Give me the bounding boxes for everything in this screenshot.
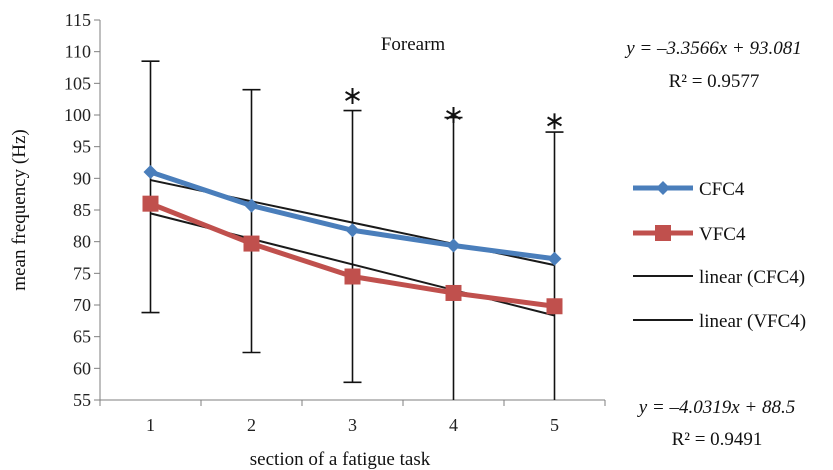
legend-marker-cfc4 — [656, 181, 670, 195]
vfc-r2-text: R² = 0.9491 — [672, 429, 763, 450]
x-tick-label: 3 — [348, 415, 357, 435]
legend-label-linear-cfc4: linear (CFC4) — [699, 267, 805, 288]
legend-item-vfc4: VFC4 — [633, 224, 746, 245]
y-tick-label: 80 — [73, 232, 91, 252]
x-axis: 1 2 3 4 5 — [99, 399, 606, 435]
data-point-cfc4 — [547, 251, 562, 266]
y-tick-label: 75 — [73, 263, 91, 283]
y-tick-label: 110 — [65, 42, 91, 62]
data-point-vfc4 — [344, 268, 361, 285]
cfc-equation-text: y = –3.3566x + 93.081 — [624, 38, 802, 59]
cfc-equation: y = –3.3566x + 93.081 R² = 0.9577 — [624, 38, 802, 92]
y-tick-label: 60 — [73, 358, 91, 378]
significance-asterisk — [345, 88, 360, 104]
y-tick-label: 70 — [73, 295, 91, 315]
y-axis-label: mean frequency (Hz) — [9, 129, 30, 290]
y-tick-label: 90 — [73, 168, 91, 188]
x-tick-label: 2 — [247, 415, 256, 435]
y-tick-label: 115 — [65, 10, 91, 30]
y-tick-label: 55 — [73, 390, 91, 410]
legend-item-linear-cfc4: linear (CFC4) — [633, 267, 805, 288]
y-tick-label: 105 — [64, 73, 91, 93]
y-tick-label: 85 — [73, 200, 91, 220]
y-tick-label: 100 — [64, 105, 91, 125]
legend-label-cfc4: CFC4 — [699, 179, 745, 200]
data-series — [142, 165, 563, 315]
chart-title: Forearm — [381, 34, 446, 55]
cfc-r2-text: R² = 0.9577 — [669, 71, 760, 92]
x-tick-label: 4 — [449, 415, 458, 435]
data-point-cfc4 — [244, 198, 259, 213]
asterisk-stroke — [345, 91, 360, 101]
y-tick-label: 95 — [73, 137, 91, 157]
asterisk-stroke — [547, 116, 562, 127]
data-point-vfc4 — [243, 235, 260, 252]
data-point-vfc4 — [142, 195, 159, 212]
legend: CFC4 VFC4 linear (CFC4) linear (VFC4) — [633, 179, 806, 332]
data-point-vfc4 — [445, 284, 462, 301]
asterisk-stroke — [446, 110, 461, 120]
data-point-vfc4 — [546, 298, 563, 315]
error-bars — [141, 60, 564, 400]
legend-item-linear-vfc4: linear (VFC4) — [633, 311, 806, 332]
x-tick-label: 5 — [550, 415, 559, 435]
y-axis: 55 60 65 70 75 80 85 90 95 100 105 110 115 — [64, 10, 101, 410]
y-tick-label: 65 — [73, 327, 91, 347]
legend-marker-vfc4 — [655, 225, 671, 241]
vfc-equation: y = –4.0319x + 88.5 R² = 0.9491 — [637, 397, 796, 450]
significance-asterisk — [446, 107, 461, 123]
data-point-cfc4 — [345, 223, 360, 238]
x-axis-label: section of a fatigue task — [250, 449, 431, 470]
vfc-equation-text: y = –4.0319x + 88.5 — [637, 397, 796, 418]
data-point-cfc4 — [143, 165, 158, 179]
legend-item-cfc4: CFC4 — [633, 179, 745, 200]
significance-asterisk — [547, 113, 562, 130]
significance-markers — [345, 88, 562, 130]
x-tick-label: 1 — [146, 415, 155, 435]
legend-label-linear-vfc4: linear (VFC4) — [699, 311, 806, 332]
data-point-cfc4 — [446, 238, 461, 253]
legend-label-vfc4: VFC4 — [699, 224, 746, 245]
